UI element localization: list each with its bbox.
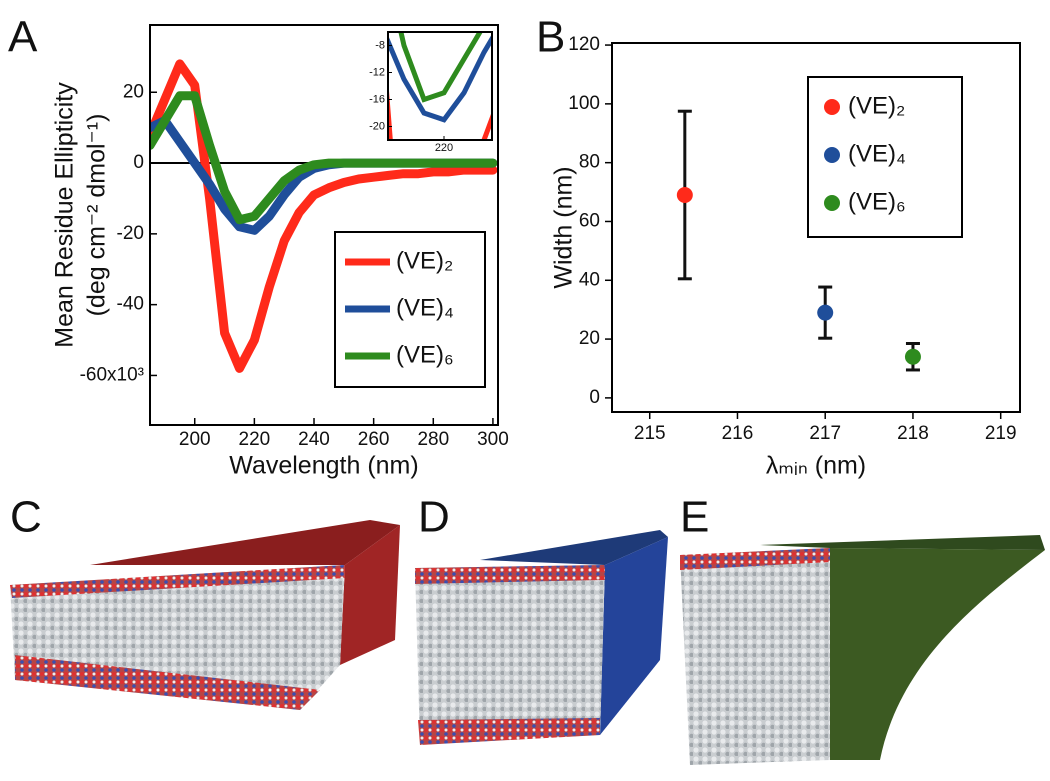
legend-label: (VE)₆ [848, 188, 906, 215]
x-tick-label: 216 [722, 423, 754, 444]
y-axis-title: (deg cm⁻² dmol⁻¹) [83, 114, 111, 317]
fibril-model [415, 530, 668, 745]
plot-frame [611, 42, 1021, 413]
inset-y-tick-label: -12 [369, 66, 385, 78]
x-tick-label: 280 [417, 429, 449, 450]
y-tick-label: 0 [133, 152, 144, 173]
x-tick-label: 219 [985, 423, 1017, 444]
inset-y-tick-label: -16 [369, 93, 385, 105]
legend-box [334, 231, 486, 388]
y-tick-label: 60 [579, 210, 600, 231]
inset-frame [387, 31, 493, 141]
fibril-model [680, 535, 1045, 765]
y-tick-label: 20 [579, 328, 600, 349]
x-tick-label: 220 [239, 429, 271, 450]
y-tick-label: 40 [579, 269, 600, 290]
y-tick-label: -40 [117, 294, 144, 315]
panel-label: B [536, 13, 565, 62]
plot-lines [150, 59, 498, 373]
x-tick-label: 240 [298, 429, 330, 450]
inset-line [398, 32, 483, 103]
y-tick-label: 0 [589, 387, 600, 408]
legend-label: (VE)₆ [396, 341, 454, 368]
inset-x-tick-label: 220 [435, 142, 453, 154]
inset-y-tick-label: -8 [375, 39, 385, 51]
point [904, 348, 921, 365]
point [676, 187, 693, 204]
inset-y-tick-label: -20 [369, 120, 385, 132]
legend-label: (VE)₂ [396, 247, 453, 274]
x-axis-title: Wavelength (nm) [229, 452, 418, 480]
x-tick-label: 200 [179, 429, 211, 450]
x-tick-label: 215 [634, 423, 666, 444]
x-tick-label: 260 [358, 429, 390, 450]
x-tick-label: 300 [477, 429, 509, 450]
legend-swatch [824, 195, 840, 211]
x-tick-label: 217 [809, 423, 841, 444]
legend-label: (VE)₄ [396, 294, 454, 321]
y-tick-label: 80 [579, 152, 600, 173]
panel-label: E [680, 493, 709, 542]
y-axis-title: Width (nm) [550, 166, 578, 288]
point [817, 304, 834, 321]
y-axis-title: Mean Residue Ellipticity [51, 82, 79, 348]
legend-swatch [824, 147, 840, 163]
x-axis-title: λₘᵢₙ (nm) [766, 452, 866, 480]
panel-label: A [8, 13, 38, 62]
plot-frame [149, 24, 499, 426]
panel-label: D [418, 493, 450, 542]
y-tick-label: 20 [123, 81, 144, 102]
y-tick-label: 100 [568, 93, 600, 114]
legend-label: (VE)₂ [848, 92, 905, 119]
series-line [150, 91, 498, 225]
legend-swatch [824, 99, 840, 115]
y-tick-label: 120 [568, 34, 600, 55]
fibril-model [10, 520, 400, 710]
y-tick-label: -60x10³ [80, 364, 144, 385]
panel-label: C [10, 493, 42, 542]
y-tick-label: -20 [117, 223, 144, 244]
legend-label: (VE)₄ [848, 140, 906, 167]
x-tick-label: 218 [897, 423, 929, 444]
